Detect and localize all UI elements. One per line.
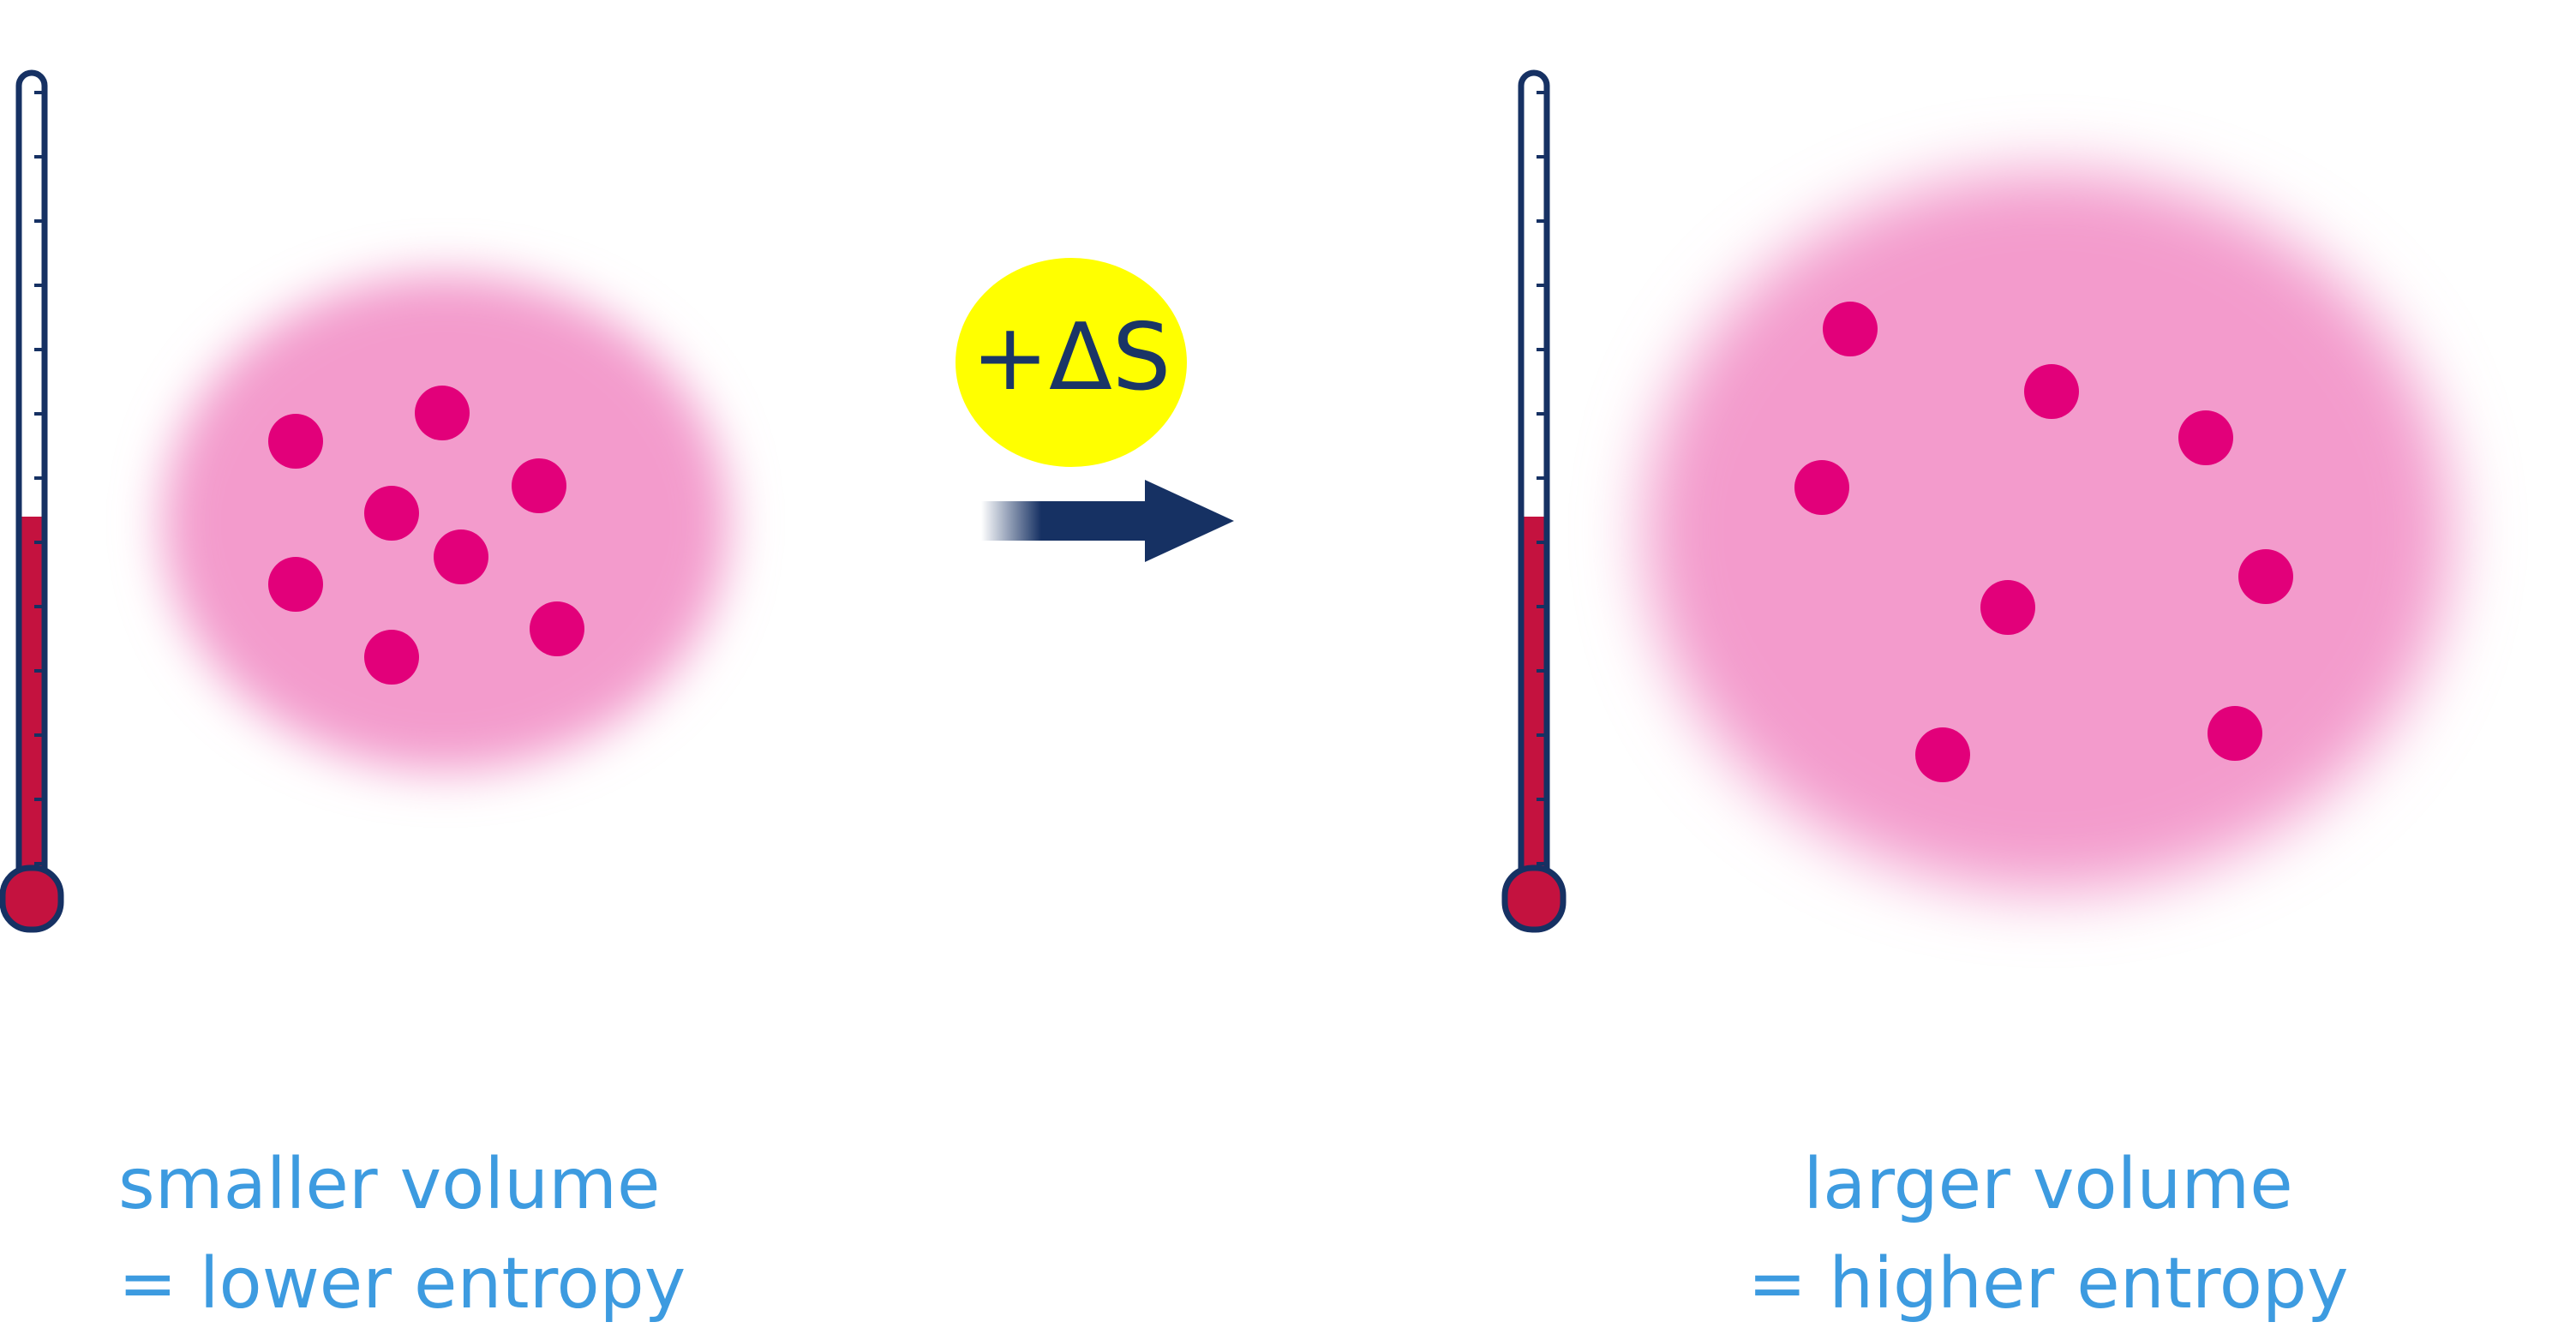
caption-left: smaller volume = lower entropy xyxy=(118,1135,686,1334)
particle xyxy=(1794,460,1849,515)
particle xyxy=(364,630,419,685)
large-cloud-particles xyxy=(1794,302,2293,782)
caption-right-line2: = higher entropy xyxy=(1747,1243,2349,1325)
particle xyxy=(415,386,470,440)
particle xyxy=(2178,410,2233,465)
caption-right-line1: larger volume xyxy=(1803,1144,2293,1225)
particle xyxy=(268,557,323,612)
particle xyxy=(434,529,488,584)
particle xyxy=(2238,549,2293,604)
particle xyxy=(512,458,566,513)
particle xyxy=(2208,706,2262,761)
particle xyxy=(1823,302,1878,356)
entropy-change-badge xyxy=(956,258,1187,467)
large-gas-cloud xyxy=(1645,171,2451,891)
process-arrow xyxy=(981,480,1234,562)
caption-left-line2: = lower entropy xyxy=(118,1243,686,1325)
particle xyxy=(1980,580,2035,635)
particle xyxy=(1915,727,1970,782)
caption-right: larger volume = higher entropy xyxy=(1746,1135,2350,1334)
small-cloud-particles xyxy=(268,386,584,685)
entropy-change-label: +ΔS xyxy=(971,304,1171,411)
thermometer-left xyxy=(0,69,64,933)
caption-left-line1: smaller volume xyxy=(118,1144,661,1225)
particle xyxy=(530,601,584,656)
particle xyxy=(2024,364,2079,419)
particle xyxy=(364,486,419,541)
thermometer-right xyxy=(1501,69,1567,933)
particle xyxy=(268,414,323,469)
small-gas-cloud xyxy=(163,274,728,771)
